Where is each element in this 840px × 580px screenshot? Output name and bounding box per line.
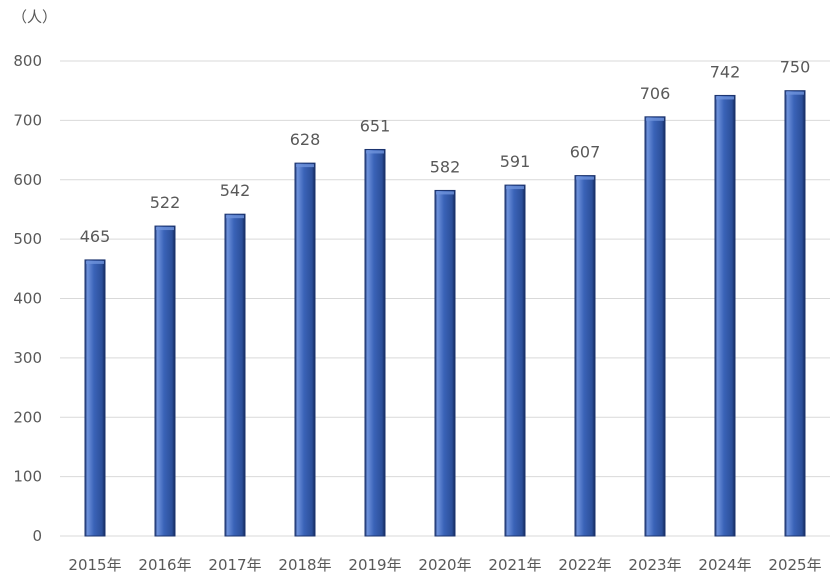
bar-highlight [646,117,664,121]
bars [84,90,806,537]
bar-highlight [86,260,104,264]
y-tick-label: 0 [32,527,42,545]
data-label: 706 [640,84,671,103]
data-label: 465 [80,227,111,246]
bar [644,116,666,537]
bar [154,225,176,537]
x-category-label: 2019年 [348,556,401,574]
x-category-label: 2022年 [558,556,611,574]
bar-highlight [366,150,384,154]
y-tick-label: 100 [13,468,42,486]
data-label: 628 [290,130,321,149]
bar [294,162,316,537]
y-axis-unit-label: （人） [12,8,57,26]
y-tick-label: 800 [13,52,42,70]
bar [714,94,736,537]
data-label: 542 [220,181,251,200]
bar-highlight [576,176,594,180]
bar [574,175,596,537]
data-label: 607 [570,143,601,162]
data-label: 651 [360,116,391,135]
x-category-label: 2015年 [68,556,121,574]
y-axis-ticks: 0 100 200 300 400 500 600 700 800 [13,52,42,545]
y-tick-label: 700 [13,111,42,129]
y-tick-label: 200 [13,408,42,426]
data-labels: 465 522 542 628 651 582 591 607 706 742 750 [80,58,811,246]
y-tick-label: 300 [13,349,42,367]
data-label: 742 [710,62,741,81]
bar [84,259,106,537]
bar-highlight [436,191,454,195]
bar [224,213,246,537]
bar-highlight [296,164,314,168]
bar [784,90,806,537]
x-category-label: 2020年 [418,556,471,574]
y-tick-label: 600 [13,171,42,189]
bar-highlight [716,96,734,100]
bar-highlight [226,215,244,219]
data-label: 750 [780,58,811,77]
data-label: 591 [500,152,531,171]
x-category-label: 2021年 [488,556,541,574]
bar [434,189,456,537]
y-tick-label: 500 [13,230,42,248]
data-label: 522 [150,193,181,212]
bar-highlight [506,186,524,190]
y-tick-label: 400 [13,290,42,308]
bar [504,184,526,537]
x-category-label: 2023年 [628,556,681,574]
bar [364,148,386,537]
x-category-label: 2024年 [698,556,751,574]
x-category-label: 2018年 [278,556,331,574]
x-category-label: 2017年 [208,556,261,574]
x-category-label: 2025年 [768,556,821,574]
bar-highlight [156,227,174,231]
x-axis-categories: 2015年 2016年 2017年 2018年 2019年 2020年 2021年 2022年… [68,556,821,574]
data-label: 582 [430,157,461,176]
bar-highlight [786,91,804,95]
x-category-label: 2016年 [138,556,191,574]
